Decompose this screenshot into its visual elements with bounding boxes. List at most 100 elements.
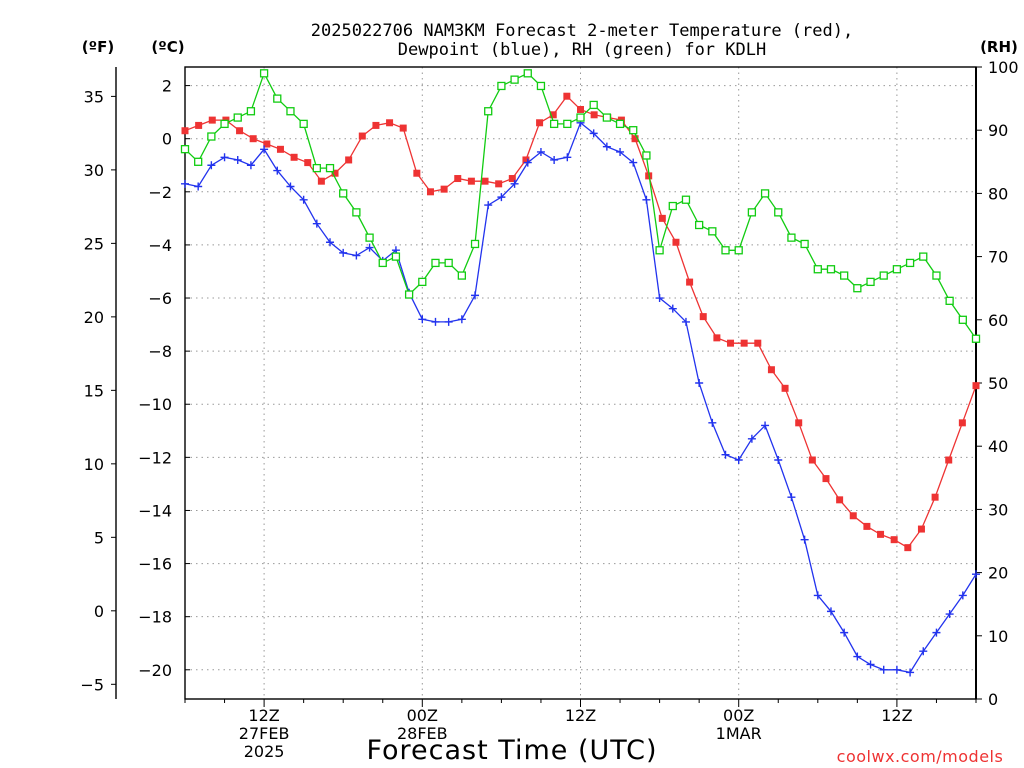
- data-point-temperature: [931, 493, 939, 501]
- data-point-rh: [299, 119, 308, 129]
- data-point-temperature: [508, 175, 516, 183]
- data-point-dewpoint: [589, 129, 598, 138]
- data-point-dewpoint: [695, 379, 704, 387]
- data-point-dewpoint: [299, 195, 308, 204]
- data-point-temperature: [454, 175, 462, 183]
- data-point-rh: [470, 239, 480, 249]
- data-point-temperature: [917, 525, 925, 533]
- data-point-dewpoint: [326, 238, 335, 247]
- data-point-temperature: [590, 111, 598, 119]
- data-point-temperature: [754, 339, 762, 347]
- data-point-temperature: [795, 419, 803, 427]
- data-point-rh: [312, 163, 321, 173]
- data-point-temperature: [372, 121, 380, 129]
- data-point-dewpoint: [840, 628, 849, 637]
- data-point-rh: [180, 145, 190, 154]
- data-point-temperature: [413, 169, 421, 177]
- data-point-temperature: [386, 119, 394, 127]
- data-point-rh: [207, 132, 216, 141]
- tick-label-fahrenheit: 5: [94, 528, 104, 547]
- data-point-rh: [615, 119, 625, 129]
- data-point-dewpoint: [339, 248, 348, 257]
- tick-label-rh: 80: [988, 184, 1008, 203]
- tick-label-celsius: −20: [138, 661, 172, 680]
- data-point-temperature: [658, 214, 666, 222]
- tick-label-fahrenheit: 0: [94, 602, 104, 621]
- series-layer: [180, 69, 981, 677]
- data-point-dewpoint: [958, 591, 967, 600]
- data-point-temperature: [822, 475, 830, 483]
- rh-unit-label: (RH): [980, 38, 1018, 56]
- data-point-rh: [668, 201, 677, 211]
- data-point-dewpoint: [866, 660, 875, 669]
- tick-label-celsius: −16: [138, 555, 172, 574]
- tick-label-celsius: −2: [148, 183, 172, 202]
- data-point-dewpoint: [945, 610, 954, 619]
- data-point-dewpoint: [879, 665, 888, 674]
- data-point-temperature: [945, 456, 953, 464]
- data-point-rh: [444, 258, 453, 268]
- data-point-temperature: [958, 419, 966, 427]
- data-point-rh: [695, 220, 704, 230]
- fahrenheit-unit-label: (ºF): [82, 38, 114, 56]
- data-point-rh: [655, 246, 664, 255]
- data-point-dewpoint: [523, 158, 532, 167]
- tick-label-time: 12Z: [881, 706, 912, 725]
- tick-label-rh: 90: [988, 121, 1008, 140]
- data-point-rh: [378, 258, 387, 268]
- data-point-dewpoint: [681, 317, 690, 326]
- data-point-rh: [813, 265, 822, 274]
- data-point-rh: [642, 151, 651, 160]
- tick-label-celsius: −6: [148, 289, 172, 308]
- data-point-rh: [681, 195, 691, 204]
- data-point-temperature: [331, 169, 339, 177]
- data-point-dewpoint: [774, 456, 783, 465]
- data-point-rh: [787, 233, 796, 242]
- data-point-rh: [273, 94, 282, 103]
- tick-label-rh: 30: [988, 500, 1008, 519]
- data-point-rh: [233, 113, 242, 122]
- data-point-rh: [286, 107, 295, 116]
- tick-label-date: 1MAR: [716, 724, 762, 743]
- axis-ticks-layer: 20−2−4−6−8−10−12−14−16−18−20353025201510…: [80, 58, 1018, 761]
- data-point-temperature: [849, 512, 857, 520]
- tick-label-rh: 50: [988, 374, 1008, 393]
- data-point-temperature: [181, 127, 189, 135]
- data-point-dewpoint: [734, 456, 743, 465]
- data-point-temperature: [495, 180, 503, 188]
- grid-layer: [185, 67, 976, 699]
- data-point-temperature: [686, 278, 694, 286]
- data-point-rh: [510, 75, 519, 84]
- data-point-rh: [325, 163, 335, 173]
- data-point-dewpoint: [536, 147, 545, 156]
- data-point-rh: [536, 81, 546, 91]
- data-point-rh: [721, 246, 730, 255]
- data-point-temperature: [440, 185, 448, 193]
- tick-label-rh: 20: [988, 564, 1008, 583]
- data-point-dewpoint: [642, 195, 651, 204]
- data-point-dewpoint: [919, 647, 928, 656]
- data-point-rh: [708, 227, 717, 236]
- data-point-dewpoint: [352, 251, 361, 260]
- data-point-temperature: [699, 313, 707, 321]
- data-point-dewpoint: [431, 317, 440, 326]
- data-point-temperature: [767, 366, 775, 374]
- data-point-temperature: [890, 536, 898, 544]
- tick-label-year: 2025: [244, 742, 285, 761]
- data-point-temperature: [236, 127, 244, 135]
- tick-label-celsius: −10: [138, 395, 172, 414]
- data-point-dewpoint: [906, 668, 915, 677]
- data-point-temperature: [631, 135, 639, 143]
- data-point-rh: [866, 277, 875, 287]
- data-point-temperature: [399, 124, 407, 132]
- data-point-dewpoint: [972, 570, 980, 579]
- data-point-temperature: [304, 159, 312, 167]
- data-point-temperature: [713, 334, 721, 342]
- data-point-dewpoint: [312, 219, 321, 228]
- celsius-unit-label: (ºC): [151, 38, 184, 56]
- data-point-temperature: [358, 132, 366, 140]
- data-point-dewpoint: [457, 315, 466, 324]
- data-point-rh: [418, 277, 427, 287]
- data-point-rh: [549, 119, 559, 129]
- data-point-rh: [629, 126, 638, 135]
